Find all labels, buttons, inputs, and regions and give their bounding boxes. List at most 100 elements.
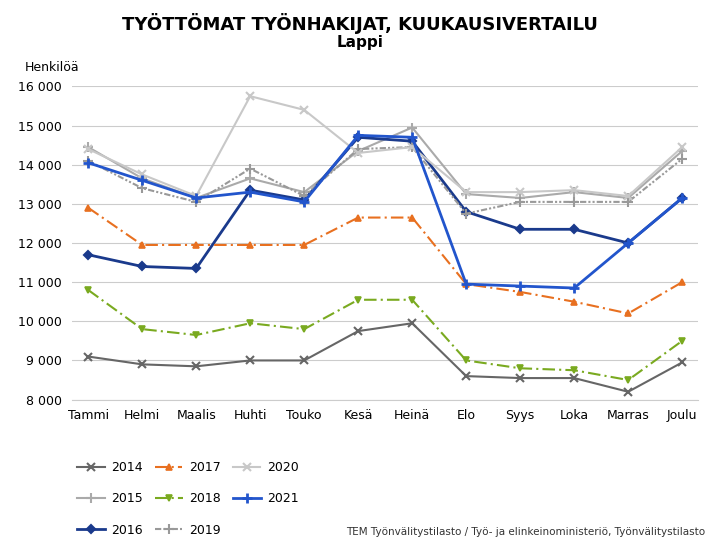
2018 bbox=[246, 320, 255, 327]
2020 bbox=[516, 189, 524, 195]
2015 bbox=[624, 195, 632, 201]
2016 bbox=[624, 240, 632, 246]
Legend: 2016, 2019: 2016, 2019 bbox=[72, 518, 225, 540]
2018 bbox=[408, 296, 416, 303]
2018 bbox=[354, 296, 362, 303]
2016 bbox=[84, 252, 92, 258]
2015 bbox=[354, 148, 362, 154]
2017 bbox=[192, 242, 200, 248]
2016 bbox=[408, 138, 416, 145]
2021 bbox=[138, 177, 147, 184]
Line: 2021: 2021 bbox=[84, 131, 687, 293]
2020 bbox=[354, 150, 362, 156]
2017 bbox=[354, 214, 362, 221]
2019 bbox=[300, 193, 308, 199]
2020 bbox=[408, 144, 416, 150]
2019 bbox=[354, 146, 362, 152]
Line: 2016: 2016 bbox=[86, 134, 685, 271]
2014 bbox=[570, 375, 579, 381]
2021 bbox=[192, 195, 200, 201]
Line: 2017: 2017 bbox=[85, 204, 685, 317]
2019 bbox=[192, 199, 200, 205]
2016 bbox=[246, 187, 255, 193]
2014 bbox=[246, 357, 255, 364]
2016 bbox=[300, 197, 308, 203]
2017 bbox=[138, 242, 147, 248]
2020 bbox=[570, 187, 579, 193]
2015 bbox=[408, 124, 416, 131]
2016 bbox=[138, 264, 147, 270]
2018 bbox=[678, 338, 686, 344]
2018 bbox=[138, 326, 147, 333]
2014 bbox=[192, 363, 200, 369]
2021 bbox=[84, 159, 92, 166]
2015 bbox=[516, 195, 524, 201]
2017 bbox=[678, 279, 686, 285]
2017 bbox=[624, 310, 632, 316]
Text: TYÖTTÖMAT TYÖNHAKIJAT, KUUKAUSIVERTAILU: TYÖTTÖMAT TYÖNHAKIJAT, KUUKAUSIVERTAILU bbox=[122, 14, 598, 35]
Text: Henkilöä: Henkilöä bbox=[25, 61, 80, 74]
Line: 2020: 2020 bbox=[84, 92, 686, 200]
Line: 2018: 2018 bbox=[85, 287, 685, 383]
2014 bbox=[84, 353, 92, 360]
2020 bbox=[678, 144, 686, 150]
2021 bbox=[624, 240, 632, 246]
2019 bbox=[624, 199, 632, 205]
2020 bbox=[246, 93, 255, 99]
2015 bbox=[246, 175, 255, 181]
2017 bbox=[300, 242, 308, 248]
2018 bbox=[462, 357, 471, 364]
2015 bbox=[192, 195, 200, 201]
2017 bbox=[570, 299, 579, 305]
2014 bbox=[462, 373, 471, 379]
2019 bbox=[462, 211, 471, 217]
2019 bbox=[678, 156, 686, 162]
2015 bbox=[678, 148, 686, 154]
2019 bbox=[516, 199, 524, 205]
2021 bbox=[462, 281, 471, 287]
2019 bbox=[84, 158, 92, 164]
Text: TEM Työnvälitystilasto / Työ- ja elinkeinoministeriö, Työnvälitystilasto: TEM Työnvälitystilasto / Työ- ja elinkei… bbox=[346, 527, 706, 537]
2014 bbox=[624, 389, 632, 395]
2014 bbox=[138, 361, 147, 368]
2017 bbox=[408, 214, 416, 221]
2019 bbox=[138, 185, 147, 192]
2014 bbox=[300, 357, 308, 364]
2021 bbox=[678, 195, 686, 201]
2020 bbox=[300, 107, 308, 113]
2021 bbox=[408, 134, 416, 140]
2015 bbox=[570, 189, 579, 195]
2019 bbox=[408, 144, 416, 150]
2019 bbox=[246, 165, 255, 172]
2018 bbox=[192, 332, 200, 338]
2014 bbox=[354, 328, 362, 334]
2021 bbox=[300, 199, 308, 205]
2014 bbox=[408, 320, 416, 327]
2015 bbox=[138, 175, 147, 181]
2018 bbox=[300, 326, 308, 333]
Line: 2019: 2019 bbox=[84, 142, 687, 219]
2016 bbox=[192, 265, 200, 272]
2020 bbox=[192, 193, 200, 199]
2021 bbox=[246, 189, 255, 195]
2018 bbox=[84, 287, 92, 293]
Line: 2015: 2015 bbox=[84, 123, 687, 203]
2021 bbox=[570, 285, 579, 291]
2016 bbox=[570, 226, 579, 233]
2016 bbox=[516, 226, 524, 233]
2018 bbox=[516, 365, 524, 372]
2016 bbox=[462, 208, 471, 215]
2019 bbox=[570, 199, 579, 205]
2015 bbox=[300, 189, 308, 195]
2017 bbox=[84, 205, 92, 211]
2020 bbox=[462, 189, 471, 195]
2018 bbox=[624, 377, 632, 383]
2018 bbox=[570, 367, 579, 374]
2016 bbox=[678, 195, 686, 201]
2020 bbox=[624, 193, 632, 199]
2015 bbox=[462, 191, 471, 197]
2017 bbox=[516, 289, 524, 295]
2021 bbox=[354, 132, 362, 139]
2021 bbox=[516, 283, 524, 289]
2017 bbox=[246, 242, 255, 248]
